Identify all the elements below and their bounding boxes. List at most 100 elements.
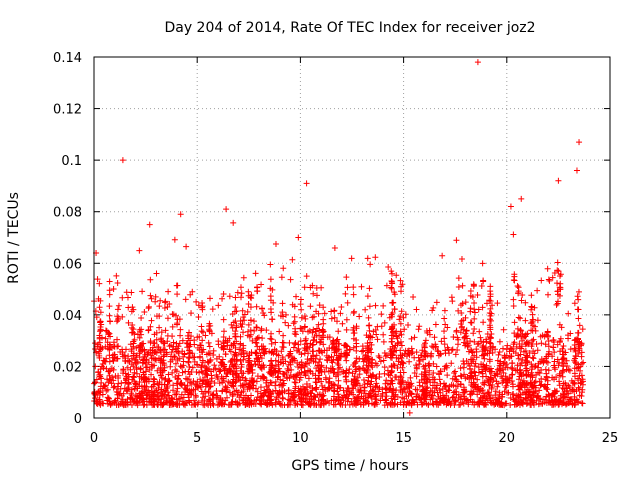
- data-point: [546, 392, 553, 399]
- data-point: [305, 375, 312, 382]
- data-point: [523, 339, 530, 346]
- data-point: [291, 397, 298, 404]
- data-point: [154, 367, 161, 374]
- data-point: [362, 306, 369, 313]
- data-point: [537, 382, 544, 389]
- data-point: [258, 343, 265, 350]
- data-point: [224, 339, 231, 346]
- data-point: [161, 388, 168, 395]
- data-point: [374, 383, 381, 390]
- data-point: [128, 391, 135, 398]
- data-point: [263, 327, 270, 334]
- data-point: [455, 283, 462, 290]
- data-point: [238, 290, 245, 297]
- data-point: [305, 350, 312, 357]
- data-point: [398, 288, 405, 295]
- data-point: [492, 372, 499, 379]
- data-point: [339, 401, 346, 408]
- data-point: [555, 177, 562, 184]
- data-point: [185, 368, 192, 375]
- data-point: [397, 361, 404, 368]
- data-point: [174, 348, 181, 355]
- data-point: [528, 379, 535, 386]
- data-point: [559, 348, 566, 355]
- data-point: [353, 355, 360, 362]
- data-point: [452, 373, 459, 380]
- data-point: [580, 359, 587, 366]
- data-point: [207, 368, 214, 375]
- data-point: [529, 372, 536, 379]
- data-point: [183, 243, 190, 250]
- data-point: [230, 219, 237, 226]
- data-point: [559, 359, 566, 366]
- data-point: [238, 324, 245, 331]
- data-point: [461, 334, 468, 341]
- data-point: [245, 301, 252, 308]
- data-point: [106, 330, 113, 337]
- data-point: [302, 361, 309, 368]
- data-point: [198, 328, 205, 335]
- data-point: [125, 379, 132, 386]
- data-point: [556, 321, 563, 328]
- data-point: [114, 313, 121, 320]
- data-point: [141, 384, 148, 391]
- data-point: [374, 336, 381, 343]
- data-point: [309, 384, 316, 391]
- data-point: [148, 295, 155, 302]
- data-point: [328, 315, 335, 322]
- data-point: [399, 394, 406, 401]
- data-point: [157, 349, 164, 356]
- data-point: [528, 303, 535, 310]
- data-point: [111, 399, 118, 406]
- data-point: [479, 260, 486, 267]
- data-point: [343, 326, 350, 333]
- data-point: [189, 364, 196, 371]
- data-point: [173, 391, 180, 398]
- data-point: [467, 319, 474, 326]
- data-point: [237, 382, 244, 389]
- data-point: [538, 340, 545, 347]
- data-point: [106, 312, 113, 319]
- data-point: [544, 265, 551, 272]
- data-point: [313, 379, 320, 386]
- data-point: [272, 339, 279, 346]
- data-point: [215, 341, 222, 348]
- data-point: [346, 346, 353, 353]
- data-point: [93, 376, 100, 383]
- data-point: [449, 394, 456, 401]
- data-point: [97, 346, 104, 353]
- data-point: [162, 375, 169, 382]
- data-point: [528, 327, 535, 334]
- data-point: [220, 316, 227, 323]
- data-point: [369, 400, 376, 407]
- data-point: [148, 317, 155, 324]
- data-point: [578, 392, 585, 399]
- y-tick-label: 0.14: [53, 51, 82, 66]
- data-point: [478, 397, 485, 404]
- data-point: [289, 354, 296, 361]
- data-point: [463, 358, 470, 365]
- data-point: [381, 370, 388, 377]
- data-point: [128, 386, 135, 393]
- data-point: [565, 366, 572, 373]
- data-point: [335, 346, 342, 353]
- y-tick-label: 0.1: [61, 154, 82, 169]
- data-point: [205, 350, 212, 357]
- data-point: [134, 385, 141, 392]
- data-point: [185, 359, 192, 366]
- data-point: [530, 336, 537, 343]
- data-point: [454, 346, 461, 353]
- data-point: [182, 402, 189, 409]
- data-point: [398, 374, 405, 381]
- data-point: [514, 367, 521, 374]
- data-point: [502, 364, 509, 371]
- data-point: [335, 397, 342, 404]
- data-point: [453, 376, 460, 383]
- data-point: [399, 281, 406, 288]
- data-point: [297, 296, 304, 303]
- data-point: [538, 375, 545, 382]
- data-point: [92, 340, 99, 347]
- data-point: [320, 334, 327, 341]
- data-point: [366, 285, 373, 292]
- data-point: [522, 317, 529, 324]
